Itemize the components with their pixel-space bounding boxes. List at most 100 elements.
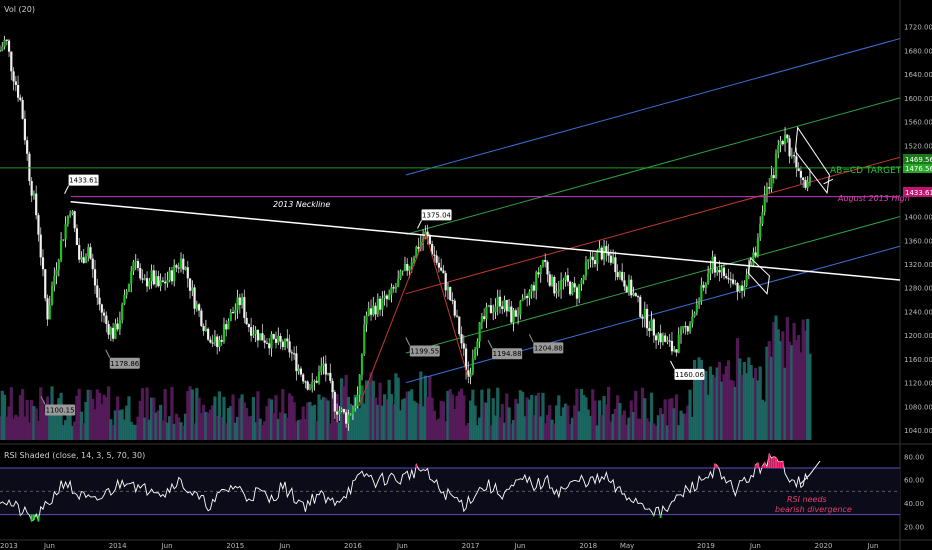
volume-bar <box>39 387 43 440</box>
candle-body <box>130 271 133 284</box>
candle-body <box>394 286 398 289</box>
candle-body <box>451 300 454 302</box>
candle-body <box>53 275 56 286</box>
candle-body <box>168 270 171 280</box>
candle-body <box>612 257 615 263</box>
candle-body <box>444 273 447 291</box>
axes: 1720.00 1680.00 1640.00 1600.00 1560.00 1520.… <box>0 24 932 550</box>
candle-body <box>607 252 610 256</box>
volume-bar <box>0 390 4 440</box>
candle-body <box>340 408 343 411</box>
candle-body <box>623 280 626 287</box>
volume-bar <box>444 421 448 440</box>
volume-bar <box>575 388 579 440</box>
volume-bar <box>220 417 224 440</box>
candle-body <box>634 293 637 297</box>
candle-body <box>354 406 357 409</box>
candle-body <box>356 394 359 407</box>
volume-bar <box>52 407 56 440</box>
candle-body <box>182 258 185 270</box>
candle-body <box>55 269 58 276</box>
candle-body <box>743 286 746 291</box>
candle-body <box>526 296 529 299</box>
candle-body <box>143 278 146 280</box>
candle-body <box>378 298 382 310</box>
volume-bar <box>410 389 414 440</box>
volume-bar <box>358 408 362 440</box>
volume-bar <box>778 341 783 440</box>
volume-bar <box>787 341 792 440</box>
volume-bar <box>516 403 520 440</box>
volume-bar <box>285 417 289 440</box>
volume-bar <box>231 394 235 440</box>
candle-body <box>272 333 275 339</box>
volume-bar <box>247 416 251 440</box>
callout-text: 1204.88 <box>534 344 563 352</box>
volume-bar <box>387 379 391 440</box>
candle-body <box>745 274 748 287</box>
volume-bar <box>674 394 679 440</box>
volume-bar <box>168 416 172 440</box>
volume-bar <box>32 406 36 440</box>
candle-body <box>720 267 723 273</box>
volume-bar <box>466 423 470 440</box>
candle-body <box>265 342 269 344</box>
candle-body <box>222 324 226 342</box>
volume-bar <box>720 381 724 440</box>
volume-bar <box>349 403 353 440</box>
candle-body <box>793 155 796 157</box>
candle-body <box>261 333 264 341</box>
volume-bar <box>294 421 298 440</box>
volume-bar <box>722 374 726 440</box>
candle-body <box>729 279 732 281</box>
candle-body <box>397 278 400 287</box>
candle-body <box>102 312 106 316</box>
candle-body <box>528 291 531 299</box>
candle-body <box>283 338 287 348</box>
volume-bar <box>43 411 47 440</box>
volume-bar <box>109 419 113 440</box>
candle-body <box>100 304 103 313</box>
volume-bar <box>77 388 81 440</box>
current-price-subtext: 1476.56 <box>905 165 932 173</box>
abcd-target-label: AB=CD TARGET 3 <box>830 166 910 176</box>
candle-body <box>772 175 775 179</box>
candle-body <box>345 412 348 424</box>
volume-bar <box>794 339 798 440</box>
candle-body <box>498 296 502 307</box>
neckline-line <box>70 200 901 281</box>
candle-body <box>336 411 339 415</box>
candle-body <box>177 267 180 269</box>
volume-bar <box>7 406 11 440</box>
candle-body <box>806 181 809 188</box>
volume-bar <box>383 394 387 440</box>
volume-bar <box>405 391 409 440</box>
price-tick-label: 1280.00 <box>904 285 932 293</box>
volume-bar <box>134 424 138 440</box>
candle-body <box>109 327 112 335</box>
volume-bar <box>2 394 7 440</box>
volume-bar <box>588 416 593 440</box>
candle-body <box>555 291 558 294</box>
volume-bar <box>360 385 364 440</box>
candle-body <box>66 215 69 225</box>
rsi-indicator-label[interactable]: RSI Shaded (close, 14, 3, 5, 70, 30) <box>4 451 145 460</box>
volume-bar <box>457 391 461 440</box>
candle-body <box>550 277 554 286</box>
candle-body <box>26 140 29 154</box>
volume-bar <box>312 404 317 440</box>
volume-bar <box>319 399 323 440</box>
volume-bar <box>401 399 405 440</box>
volume-bar <box>254 422 258 440</box>
candle-body <box>234 309 237 314</box>
candle-body <box>166 279 169 284</box>
candle-body <box>512 310 515 323</box>
volume-bar <box>426 397 430 440</box>
volume-bar <box>14 414 18 440</box>
volume-indicator-label[interactable]: Vol (20) <box>4 5 35 14</box>
volume-bar <box>713 377 717 440</box>
volume-bar <box>380 405 384 440</box>
volume-bar <box>570 417 574 440</box>
